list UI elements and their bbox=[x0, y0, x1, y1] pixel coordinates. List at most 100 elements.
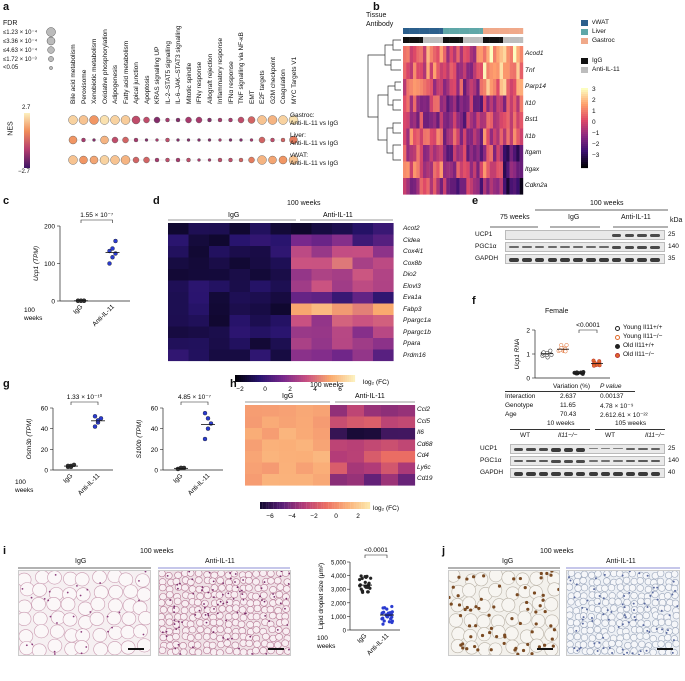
fdr-dot-marker bbox=[46, 36, 56, 46]
heat-cell bbox=[291, 246, 312, 258]
gene-label-Parp14: Parp14 bbox=[525, 83, 546, 90]
nucleus bbox=[177, 587, 179, 590]
nucleus bbox=[603, 573, 606, 576]
heat-cell bbox=[291, 269, 312, 281]
heat-cell bbox=[347, 474, 365, 486]
scale-bar bbox=[268, 648, 284, 650]
heat-cell bbox=[503, 178, 507, 195]
band bbox=[624, 258, 635, 262]
pathway-label-4: Adipogenesis bbox=[112, 64, 119, 104]
nucleus bbox=[668, 614, 671, 617]
heat-cell bbox=[459, 145, 464, 162]
nes-dot bbox=[131, 115, 141, 125]
nucleus bbox=[203, 606, 206, 609]
band bbox=[650, 246, 660, 249]
colorbar-cell bbox=[245, 375, 248, 382]
x-tick-label: Anti-IL-11 bbox=[91, 303, 116, 328]
heat-cell bbox=[463, 112, 467, 129]
gene-label-Il10: Il10 bbox=[525, 99, 536, 107]
heat-cell bbox=[506, 178, 510, 195]
nucleus bbox=[173, 619, 176, 621]
heat-cell bbox=[503, 161, 507, 179]
tissue-strip bbox=[509, 28, 514, 34]
gene-label-Eva1a: Eva1a bbox=[403, 294, 422, 301]
band bbox=[563, 460, 574, 463]
adipocyte bbox=[657, 618, 666, 626]
heat-cell bbox=[406, 79, 410, 96]
h-title: 100 weeks bbox=[310, 382, 344, 389]
antibody-strip bbox=[473, 37, 477, 43]
nucleus bbox=[649, 594, 652, 597]
nucleus bbox=[573, 596, 576, 599]
antibody-strip bbox=[463, 37, 467, 43]
adipocyte bbox=[281, 618, 289, 626]
colorbar-cell bbox=[330, 502, 333, 509]
gene-label-Il1b: Il1b bbox=[525, 132, 536, 140]
nucleus bbox=[591, 620, 594, 623]
nucleus bbox=[261, 599, 263, 601]
band bbox=[551, 460, 561, 463]
x-tick-label: IgG bbox=[62, 472, 74, 484]
colorbar-cell bbox=[367, 502, 371, 509]
adipocyte bbox=[253, 640, 261, 648]
y-tick-label: 60 bbox=[41, 406, 49, 413]
adipocyte bbox=[90, 597, 106, 612]
heat-cell bbox=[311, 292, 333, 304]
colorbar-cell bbox=[301, 375, 304, 382]
z-tick-3: 0 bbox=[592, 119, 596, 126]
nucleus bbox=[99, 582, 102, 584]
adipocyte bbox=[179, 642, 187, 650]
nucleus bbox=[550, 637, 554, 641]
heat-cell bbox=[483, 46, 487, 63]
colorbar-cell bbox=[309, 375, 312, 382]
nes-dot bbox=[228, 117, 233, 123]
heat-cell bbox=[296, 428, 314, 440]
heat-cell bbox=[229, 280, 251, 293]
heat-cell bbox=[489, 62, 494, 80]
z-colorbar-cell bbox=[581, 94, 588, 97]
tissue-strip bbox=[516, 28, 520, 34]
y-axis-label: Lipid droplet size (μm²) bbox=[318, 563, 325, 629]
adipocyte bbox=[593, 648, 601, 655]
z-colorbar-cell bbox=[581, 132, 588, 135]
adipocyte bbox=[239, 614, 248, 622]
heat-cell bbox=[459, 128, 464, 146]
antibody-strip bbox=[419, 37, 424, 43]
heat-cell bbox=[270, 303, 292, 316]
band bbox=[624, 246, 635, 249]
adipocyte bbox=[587, 640, 596, 649]
nucleus bbox=[586, 608, 589, 611]
heat-cell bbox=[423, 46, 427, 63]
heat-cell bbox=[469, 62, 474, 80]
adipocyte bbox=[252, 571, 260, 578]
nucleus bbox=[201, 586, 204, 588]
gene-label-Ppargc1a: Ppargc1a bbox=[403, 317, 431, 324]
table-row-variation-0: 2.637 bbox=[560, 393, 577, 400]
f-blot-10weeks: 10 weeks bbox=[547, 420, 575, 427]
nucleus bbox=[54, 574, 57, 576]
heat-cell bbox=[419, 79, 424, 96]
heat-cell bbox=[311, 223, 333, 235]
antibody-strip bbox=[503, 37, 507, 43]
heat-cell bbox=[311, 338, 333, 350]
nes-dot bbox=[165, 117, 170, 123]
legend-tissue-0: vWAT bbox=[592, 19, 609, 26]
heat-cell bbox=[381, 462, 399, 475]
heat-cell bbox=[188, 349, 210, 362]
heat-cell bbox=[168, 349, 189, 362]
colorbar-cell bbox=[291, 375, 294, 382]
heat-cell bbox=[473, 79, 477, 96]
y-tick-label: 5,000 bbox=[331, 561, 347, 567]
tissue-texture bbox=[19, 571, 150, 655]
nucleus bbox=[264, 615, 267, 617]
antibody-strip bbox=[416, 37, 420, 43]
nes-dot bbox=[278, 115, 288, 125]
adipocyte bbox=[567, 611, 574, 619]
f-line1 bbox=[510, 429, 590, 430]
nes-dot bbox=[100, 135, 109, 145]
heat-cell bbox=[416, 79, 420, 96]
nucleus bbox=[593, 642, 596, 645]
heat-cell bbox=[262, 462, 280, 475]
d-group-igg: IgG bbox=[228, 212, 239, 219]
